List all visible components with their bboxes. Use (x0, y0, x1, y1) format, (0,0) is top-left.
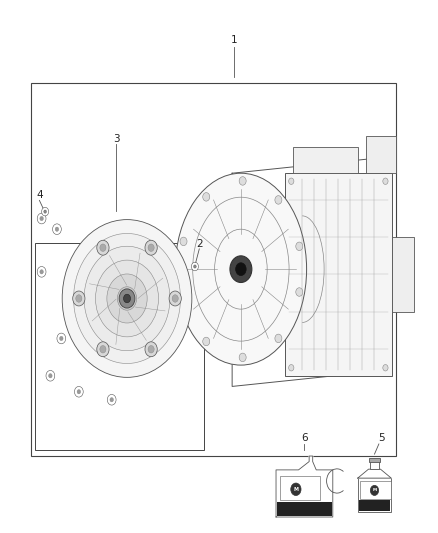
Circle shape (107, 394, 116, 405)
Bar (366, 136, 396, 173)
Circle shape (76, 295, 82, 302)
Circle shape (289, 178, 294, 184)
Circle shape (239, 176, 246, 185)
Circle shape (145, 240, 157, 255)
Text: 2: 2 (196, 239, 203, 249)
Circle shape (84, 246, 170, 351)
Circle shape (180, 237, 187, 246)
Circle shape (230, 256, 252, 282)
Bar (35, 243, 204, 450)
Circle shape (296, 288, 303, 296)
Circle shape (191, 262, 198, 271)
Text: 1: 1 (231, 35, 238, 45)
Bar (285, 173, 392, 376)
Circle shape (97, 240, 109, 255)
Bar (358, 478, 391, 512)
Circle shape (383, 178, 388, 184)
Circle shape (148, 244, 154, 252)
Circle shape (110, 398, 113, 402)
Circle shape (107, 274, 147, 323)
Circle shape (46, 370, 55, 381)
Circle shape (371, 486, 378, 496)
Circle shape (275, 334, 282, 343)
Text: 6: 6 (301, 433, 308, 443)
Circle shape (119, 289, 135, 308)
Circle shape (44, 210, 46, 213)
Polygon shape (276, 456, 333, 517)
Circle shape (180, 293, 187, 301)
Circle shape (169, 291, 181, 306)
Circle shape (148, 345, 154, 353)
Circle shape (73, 291, 85, 306)
Circle shape (97, 342, 109, 357)
Bar (369, 458, 380, 463)
Text: M: M (372, 488, 377, 492)
Circle shape (40, 270, 43, 274)
Bar (277, 502, 332, 516)
Circle shape (55, 227, 59, 231)
Circle shape (203, 192, 210, 201)
Circle shape (275, 196, 282, 204)
Ellipse shape (175, 173, 307, 365)
Circle shape (40, 216, 43, 221)
Text: 5: 5 (378, 433, 385, 443)
Bar (370, 462, 379, 469)
Circle shape (117, 287, 137, 310)
Circle shape (296, 242, 303, 251)
Circle shape (74, 233, 180, 364)
Circle shape (74, 386, 83, 397)
Circle shape (77, 390, 81, 394)
Circle shape (194, 265, 196, 268)
Circle shape (383, 365, 388, 371)
Circle shape (62, 220, 192, 377)
Circle shape (49, 374, 52, 378)
Polygon shape (358, 469, 391, 478)
Circle shape (37, 213, 46, 224)
Circle shape (236, 263, 246, 276)
Circle shape (239, 353, 246, 362)
Circle shape (53, 224, 61, 235)
Circle shape (95, 260, 159, 337)
Circle shape (60, 336, 63, 341)
Circle shape (100, 345, 106, 353)
Circle shape (124, 294, 131, 303)
Text: M: M (293, 487, 298, 492)
Text: 3: 3 (113, 134, 120, 143)
Bar (359, 500, 390, 511)
Bar (360, 481, 391, 499)
Circle shape (145, 342, 157, 357)
Circle shape (291, 483, 301, 496)
Circle shape (289, 365, 294, 371)
Bar (279, 476, 321, 500)
Bar (31, 83, 396, 456)
Circle shape (203, 337, 210, 346)
Circle shape (100, 244, 106, 252)
Circle shape (42, 207, 49, 216)
Bar (392, 237, 414, 312)
Circle shape (57, 333, 66, 344)
Text: 4: 4 (36, 190, 43, 199)
Circle shape (37, 266, 46, 277)
Bar (293, 147, 358, 173)
Circle shape (172, 295, 178, 302)
